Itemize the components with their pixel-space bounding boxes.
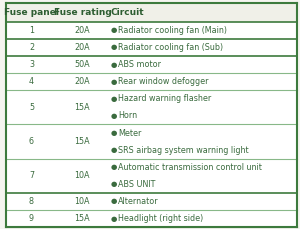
Text: ●: ● [111, 181, 117, 187]
Text: 10A: 10A [75, 197, 90, 206]
Bar [6, 3, 297, 22]
Text: 15A: 15A [75, 137, 90, 146]
Text: Circuit: Circuit [110, 8, 144, 17]
Text: Fuse panel: Fuse panel [4, 8, 59, 17]
Text: 1: 1 [29, 26, 34, 35]
Bar [6, 210, 297, 227]
Text: Rear window defogger: Rear window defogger [118, 77, 208, 86]
Bar [6, 39, 297, 56]
Text: ABS UNIT: ABS UNIT [118, 180, 155, 189]
Text: ABS motor: ABS motor [118, 60, 161, 69]
Text: ●: ● [111, 199, 117, 204]
Text: 8: 8 [29, 197, 34, 206]
Text: 9: 9 [29, 214, 34, 223]
Text: Meter: Meter [118, 128, 141, 138]
Text: Horn: Horn [118, 112, 137, 120]
Text: ●: ● [111, 147, 117, 153]
Text: SRS airbag system warning light: SRS airbag system warning light [118, 146, 249, 155]
Text: Automatic transmission control unit: Automatic transmission control unit [118, 163, 262, 172]
Text: ●: ● [111, 79, 117, 85]
Text: ●: ● [111, 96, 117, 102]
Text: Hazard warning flasher: Hazard warning flasher [118, 94, 211, 103]
Text: ●: ● [111, 44, 117, 50]
Text: ●: ● [111, 62, 117, 68]
Bar [6, 90, 297, 125]
Text: ●: ● [111, 130, 117, 136]
Text: ●: ● [111, 216, 117, 222]
Text: Radiator cooling fan (Main): Radiator cooling fan (Main) [118, 26, 227, 35]
Text: Fuse rating: Fuse rating [53, 8, 111, 17]
Text: 7: 7 [29, 171, 34, 180]
Text: Radiator cooling fan (Sub): Radiator cooling fan (Sub) [118, 43, 223, 52]
Bar [6, 22, 297, 39]
Text: 15A: 15A [75, 214, 90, 223]
Text: 20A: 20A [75, 26, 90, 35]
Bar [6, 159, 297, 193]
Text: 3: 3 [29, 60, 34, 69]
Text: 20A: 20A [75, 43, 90, 52]
Text: ●: ● [111, 113, 117, 119]
Bar [6, 125, 297, 159]
Text: Headlight (right side): Headlight (right side) [118, 214, 203, 223]
Text: 20A: 20A [75, 77, 90, 86]
Bar [6, 193, 297, 210]
Text: 2: 2 [29, 43, 34, 52]
Text: ●: ● [111, 164, 117, 170]
Text: 5: 5 [29, 103, 34, 112]
Text: 4: 4 [29, 77, 34, 86]
Text: 15A: 15A [75, 103, 90, 112]
Text: Alternator: Alternator [118, 197, 159, 206]
Text: 6: 6 [29, 137, 34, 146]
Text: 50A: 50A [75, 60, 90, 69]
Text: 10A: 10A [75, 171, 90, 180]
Bar [6, 73, 297, 90]
Bar [6, 56, 297, 73]
Text: ●: ● [111, 27, 117, 33]
